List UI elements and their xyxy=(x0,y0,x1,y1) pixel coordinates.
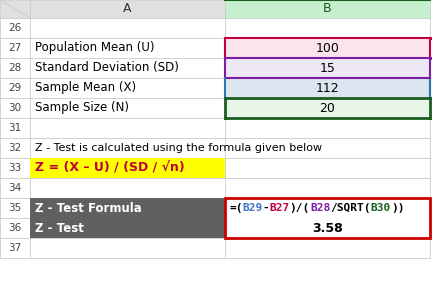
Bar xyxy=(0,78,30,98)
Bar xyxy=(225,38,430,58)
Bar xyxy=(30,178,225,198)
Bar xyxy=(225,98,430,118)
Text: 34: 34 xyxy=(8,183,21,193)
Bar xyxy=(225,58,430,78)
Bar xyxy=(429,97,431,99)
Text: )/(: )/( xyxy=(290,203,310,213)
Text: 36: 36 xyxy=(8,223,21,233)
Text: 30: 30 xyxy=(8,103,21,113)
Bar xyxy=(30,198,225,218)
Text: Population Mean (U): Population Mean (U) xyxy=(35,41,154,54)
Bar xyxy=(225,98,430,118)
Bar xyxy=(0,198,30,218)
Bar xyxy=(30,98,225,118)
Bar xyxy=(429,56,431,59)
Bar xyxy=(0,118,30,138)
Bar xyxy=(30,58,225,78)
Bar xyxy=(225,78,430,98)
Bar xyxy=(225,158,430,178)
Text: 27: 27 xyxy=(8,43,21,53)
Bar xyxy=(0,238,30,258)
Bar xyxy=(225,198,430,238)
Text: Sample Size (N): Sample Size (N) xyxy=(35,101,129,114)
Bar xyxy=(225,118,430,138)
Text: 33: 33 xyxy=(8,163,21,173)
Text: Standard Deviation (SD): Standard Deviation (SD) xyxy=(35,62,179,75)
Bar xyxy=(30,18,225,38)
Bar xyxy=(225,218,430,238)
Bar xyxy=(225,18,430,38)
Bar xyxy=(0,178,30,198)
Bar xyxy=(0,38,30,58)
Bar xyxy=(225,138,430,158)
Text: 32: 32 xyxy=(8,143,21,153)
Bar xyxy=(30,38,225,58)
Bar xyxy=(0,18,30,38)
Text: A: A xyxy=(123,2,132,15)
Bar xyxy=(0,138,30,158)
Text: -: - xyxy=(263,203,269,213)
Text: B: B xyxy=(323,2,332,15)
Bar xyxy=(225,78,430,98)
Bar xyxy=(225,198,430,218)
Bar xyxy=(0,158,30,178)
Bar xyxy=(225,58,430,78)
Text: 37: 37 xyxy=(8,243,21,253)
Bar xyxy=(225,38,430,58)
Text: 112: 112 xyxy=(316,82,339,95)
Bar xyxy=(30,78,225,98)
Text: 20: 20 xyxy=(320,101,335,114)
Text: B29: B29 xyxy=(243,203,263,213)
Text: 100: 100 xyxy=(316,41,339,54)
Bar xyxy=(429,117,431,120)
Text: )): )) xyxy=(391,203,405,213)
Bar xyxy=(225,0,430,18)
Text: Sample Mean (X): Sample Mean (X) xyxy=(35,82,136,95)
Bar xyxy=(30,138,225,158)
Bar xyxy=(30,158,225,178)
Bar xyxy=(0,0,30,18)
Bar xyxy=(225,178,430,198)
Bar xyxy=(225,218,430,238)
Bar xyxy=(30,118,225,138)
Bar xyxy=(225,238,430,258)
Text: B28: B28 xyxy=(310,203,330,213)
Text: 28: 28 xyxy=(8,63,21,73)
Bar xyxy=(0,98,30,118)
Text: B27: B27 xyxy=(269,203,290,213)
Text: 31: 31 xyxy=(8,123,21,133)
Text: Z = (X – U) / (SD / √n): Z = (X – U) / (SD / √n) xyxy=(35,162,185,175)
Bar xyxy=(30,198,225,218)
Text: 15: 15 xyxy=(320,62,335,75)
Bar xyxy=(30,218,225,238)
Text: B30: B30 xyxy=(371,203,391,213)
Text: /SQRT(: /SQRT( xyxy=(330,203,371,213)
Bar xyxy=(429,97,431,99)
Bar xyxy=(0,58,30,78)
Text: Z - Test: Z - Test xyxy=(35,221,84,234)
Text: 3.58: 3.58 xyxy=(312,221,343,234)
Bar xyxy=(429,56,431,59)
Bar xyxy=(30,238,225,258)
Bar xyxy=(30,158,225,178)
Bar xyxy=(429,37,431,40)
Text: 29: 29 xyxy=(8,83,21,93)
Text: 26: 26 xyxy=(8,23,21,33)
Bar xyxy=(0,218,30,238)
Bar xyxy=(30,218,225,238)
Text: 35: 35 xyxy=(8,203,21,213)
Text: =(: =( xyxy=(229,203,243,213)
Bar xyxy=(225,198,430,218)
Bar xyxy=(30,0,225,18)
Text: Z - Test is calculated using the formula given below: Z - Test is calculated using the formula… xyxy=(35,143,322,153)
Text: Z - Test Formula: Z - Test Formula xyxy=(35,201,142,214)
